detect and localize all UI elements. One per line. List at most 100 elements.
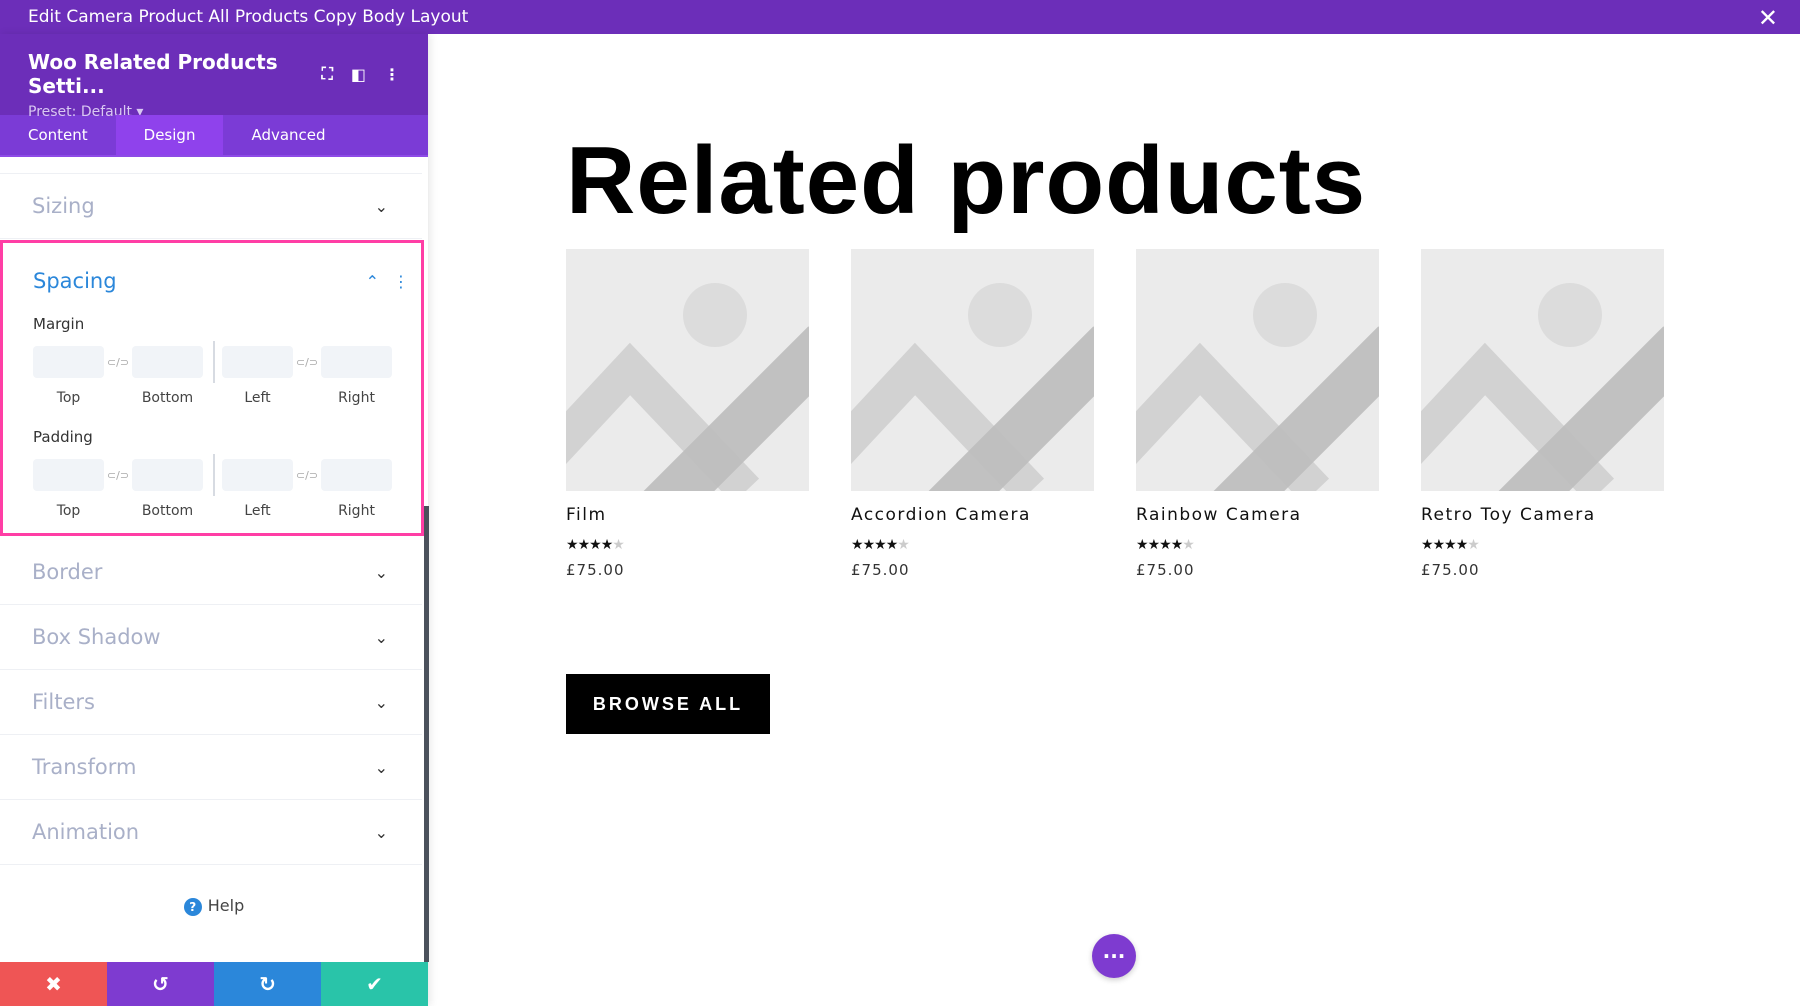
- field-label: Top: [56, 390, 81, 406]
- action-bar: ✖ ↺ ↻ ✔: [0, 962, 428, 1006]
- margin-label: Margin: [33, 315, 85, 333]
- star-icon: ★: [1136, 537, 1149, 553]
- more-options-button[interactable]: ···: [1092, 934, 1136, 978]
- padding-bottom-input[interactable]: [132, 459, 203, 491]
- section-border[interactable]: Border ⌄: [0, 540, 422, 605]
- link-icon[interactable]: ⊂/⊃: [106, 468, 130, 482]
- chevron-down-icon: ⌄: [374, 692, 388, 712]
- product-rating: ★★★★★: [1136, 537, 1379, 553]
- more-options-icon[interactable]: ⋮: [384, 64, 400, 84]
- margin-right-input[interactable]: [321, 346, 392, 378]
- section-sizing[interactable]: Sizing ⌄: [0, 174, 422, 239]
- star-icon: ★: [589, 537, 602, 553]
- redo-icon: ↻: [259, 972, 276, 996]
- section-transform[interactable]: Transform ⌄: [0, 735, 422, 800]
- field-label: Left: [244, 390, 271, 406]
- star-icon: ★: [885, 537, 899, 553]
- close-icon[interactable]: ✕: [1757, 4, 1778, 32]
- panel-title: Woo Related Products Setti...: [28, 50, 278, 98]
- panel-header: Woo Related Products Setti... ⛶ ◧ ⋮ Pres…: [0, 34, 428, 120]
- product-card[interactable]: Accordion Camera ★★★★★ £75.00: [851, 249, 1094, 579]
- padding-left-input[interactable]: [222, 459, 293, 491]
- star-icon: ★: [862, 537, 876, 553]
- star-icon: ★: [1432, 537, 1446, 553]
- scrollbar[interactable]: [424, 506, 429, 962]
- product-card[interactable]: Rainbow Camera ★★★★★ £75.00: [1136, 249, 1379, 579]
- product-price: £75.00: [851, 561, 910, 579]
- help-label: Help: [207, 896, 245, 915]
- link-icon[interactable]: ⊂/⊃: [295, 468, 319, 482]
- product-name[interactable]: Rainbow Camera: [1136, 505, 1302, 525]
- margin-bottom-input[interactable]: [132, 346, 203, 378]
- product-image-placeholder[interactable]: [1421, 249, 1664, 491]
- browse-all-button[interactable]: BROWSE ALL: [566, 674, 770, 734]
- chevron-down-icon: ⌄: [374, 196, 388, 216]
- star-icon: ★: [851, 537, 864, 553]
- more-options-icon[interactable]: ⋮: [393, 271, 409, 291]
- star-icon: ★: [1147, 537, 1161, 553]
- field-label: Left: [244, 503, 271, 519]
- product-price: £75.00: [566, 561, 625, 579]
- link-icon[interactable]: ⊂/⊃: [295, 355, 319, 369]
- field-label: Bottom: [141, 503, 194, 519]
- star-icon: ★: [566, 537, 579, 553]
- window-title: Edit Camera Product All Products Copy Bo…: [28, 7, 469, 27]
- divider: [213, 341, 215, 383]
- section-box-shadow[interactable]: Box Shadow ⌄: [0, 605, 422, 670]
- chevron-down-icon: ⌄: [374, 562, 388, 582]
- panel-tabs: Content Design Advanced: [0, 115, 428, 157]
- star-icon: ★: [577, 537, 591, 553]
- margin-top-input[interactable]: [33, 346, 104, 378]
- star-icon: ★: [1455, 537, 1469, 553]
- undo-button[interactable]: ↺: [107, 962, 214, 1006]
- chevron-down-icon: ⌄: [374, 822, 388, 842]
- section-label: Transform: [32, 755, 137, 779]
- save-button[interactable]: ✔: [321, 962, 428, 1006]
- star-icon: ★: [600, 537, 614, 553]
- help-link[interactable]: ? Help: [0, 896, 428, 916]
- fullscreen-icon[interactable]: ⛶: [321, 64, 333, 83]
- check-icon: ✔: [366, 972, 383, 996]
- close-icon: ✖: [45, 972, 62, 996]
- help-icon: ?: [183, 898, 202, 916]
- margin-left-input[interactable]: [222, 346, 293, 378]
- star-icon: ★: [1421, 537, 1434, 553]
- section-animation[interactable]: Animation ⌄: [0, 800, 422, 865]
- padding-top-input[interactable]: [33, 459, 104, 491]
- section-label: Sizing: [32, 194, 95, 218]
- star-icon: ★: [874, 537, 887, 553]
- cancel-button[interactable]: ✖: [0, 962, 107, 1006]
- product-image-placeholder[interactable]: [1136, 249, 1379, 491]
- section-label: Border: [32, 560, 103, 584]
- tab-content[interactable]: Content: [28, 126, 88, 144]
- link-icon[interactable]: ⊂/⊃: [106, 355, 130, 369]
- section-filters[interactable]: Filters ⌄: [0, 670, 422, 735]
- star-icon: ★: [1467, 537, 1480, 553]
- product-name[interactable]: Retro Toy Camera: [1421, 505, 1596, 525]
- section-label[interactable]: Spacing: [33, 269, 117, 293]
- undo-icon: ↺: [152, 972, 169, 996]
- chevron-down-icon: ⌄: [374, 627, 388, 647]
- product-name[interactable]: Accordion Camera: [851, 505, 1031, 525]
- settings-panel: Woo Related Products Setti... ⛶ ◧ ⋮ Pres…: [0, 34, 429, 1006]
- page-title: Related products: [566, 127, 1367, 234]
- redo-button[interactable]: ↻: [214, 962, 321, 1006]
- product-card[interactable]: Film ★★★★★ £75.00: [566, 249, 809, 579]
- star-icon: ★: [1182, 537, 1195, 553]
- split-view-icon[interactable]: ◧: [350, 64, 366, 84]
- product-price: £75.00: [1136, 561, 1195, 579]
- field-label: Right: [338, 390, 375, 406]
- product-name[interactable]: Film: [566, 505, 607, 525]
- product-image-placeholder[interactable]: [851, 249, 1094, 491]
- padding-label: Padding: [33, 428, 93, 446]
- section-label: Filters: [32, 690, 95, 714]
- preset-dropdown[interactable]: Preset: Default ▾: [28, 104, 144, 120]
- divider: [213, 454, 215, 496]
- tab-advanced[interactable]: Advanced: [251, 126, 326, 144]
- product-price: £75.00: [1421, 561, 1480, 579]
- product-card[interactable]: Retro Toy Camera ★★★★★ £75.00: [1421, 249, 1664, 579]
- product-image-placeholder[interactable]: [566, 249, 809, 491]
- tab-design[interactable]: Design: [115, 115, 224, 155]
- chevron-up-icon[interactable]: ⌃: [365, 271, 379, 291]
- padding-right-input[interactable]: [321, 459, 392, 491]
